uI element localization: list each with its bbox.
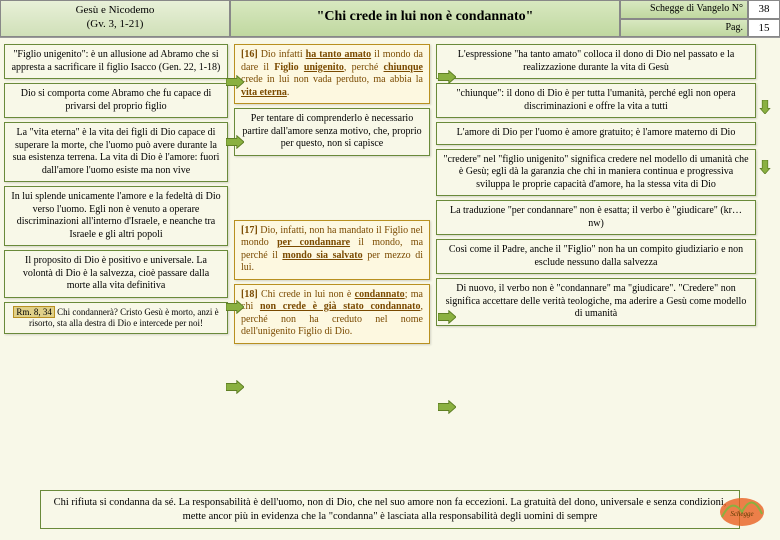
- hdr-val-1: 38: [748, 0, 780, 19]
- arrow-icon: [438, 70, 456, 84]
- left-box-ref: Rm. 8, 34 Chi condannerà? Cristo Gesù è …: [4, 302, 228, 335]
- left-box-1: Dio si comporta come Abramo che fu capac…: [4, 83, 228, 118]
- right-box-6: Di nuovo, il verbo non è "condannare" ma…: [436, 278, 756, 326]
- verse-17: [17] Dio, infatti, non ha mandato il Fig…: [234, 220, 430, 280]
- arrow-icon: [226, 380, 244, 394]
- title-left-line2: (Gv. 3, 1-21): [3, 17, 227, 31]
- col-left: "Figlio unigenito": è un allusione ad Ab…: [4, 44, 228, 484]
- arrow-icon: [756, 100, 774, 114]
- right-box-4: La traduzione "per condannare" non è esa…: [436, 200, 756, 235]
- content: "Figlio unigenito": è un allusione ad Ab…: [0, 38, 780, 488]
- hdr-val-2: 15: [748, 19, 780, 38]
- col-right: L'espressione "ha tanto amato" colloca i…: [436, 44, 756, 484]
- corner-decor-icon: Schegge: [712, 482, 772, 532]
- ref-tag: Rm. 8, 34: [13, 306, 55, 318]
- footer-box: Chi rifiuta si condanna da sé. La respon…: [40, 490, 740, 529]
- arrow-icon: [226, 75, 244, 89]
- header-right: Schegge di Vangelo N° 38 Pag. 15: [620, 0, 780, 37]
- col-mid: [16] Dio infatti ha tanto amato il mondo…: [234, 44, 430, 484]
- arrow-icon: [226, 135, 244, 149]
- right-box-1: "chiunque": il dono di Dio è per tutta l…: [436, 83, 756, 118]
- left-box-0: "Figlio unigenito": è un allusione ad Ab…: [4, 44, 228, 79]
- title-center: "Chi crede in lui non è condannato": [230, 0, 620, 37]
- svg-text:Schegge: Schegge: [730, 510, 753, 518]
- header: Gesù e Nicodemo (Gv. 3, 1-21) "Chi crede…: [0, 0, 780, 38]
- left-box-2: La "vita eterna" è la vita dei figli di …: [4, 122, 228, 182]
- title-left-line1: Gesù e Nicodemo: [3, 3, 227, 17]
- left-box-3: In lui splende unicamente l'amore e la f…: [4, 186, 228, 246]
- arrow-icon: [438, 310, 456, 324]
- mid-spacer: [234, 160, 430, 216]
- mid-box-1: Per tentare di comprenderlo è necessario…: [234, 108, 430, 156]
- right-box-5: Così come il Padre, anche il "Figlio" no…: [436, 239, 756, 274]
- arrow-icon: [756, 160, 774, 174]
- ref-text: Chi condannerà? Cristo Gesù è morto, anz…: [29, 307, 219, 328]
- hdr-label-1: Schegge di Vangelo N°: [620, 0, 748, 19]
- right-box-3: "credere" nel "figlio unigenito" signifi…: [436, 149, 756, 197]
- arrow-icon: [226, 300, 244, 314]
- left-box-4: Il proposito di Dio è positivo e univers…: [4, 250, 228, 298]
- verse-18: [18] Chi crede in lui non è condannato; …: [234, 284, 430, 344]
- right-box-2: L'amore di Dio per l'uomo è amore gratui…: [436, 122, 756, 145]
- verse-16: [16] Dio infatti ha tanto amato il mondo…: [234, 44, 430, 104]
- right-box-0: L'espressione "ha tanto amato" colloca i…: [436, 44, 756, 79]
- arrow-icon: [438, 400, 456, 414]
- title-left: Gesù e Nicodemo (Gv. 3, 1-21): [0, 0, 230, 37]
- hdr-label-2: Pag.: [620, 19, 748, 38]
